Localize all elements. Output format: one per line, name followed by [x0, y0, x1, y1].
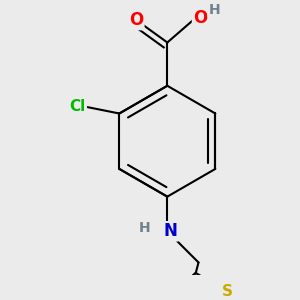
Text: H: H [139, 221, 151, 235]
Text: H: H [208, 3, 220, 16]
Text: Cl: Cl [70, 99, 86, 114]
Text: O: O [129, 11, 143, 29]
Text: S: S [222, 284, 233, 299]
Text: N: N [164, 222, 178, 240]
Text: O: O [193, 9, 207, 27]
